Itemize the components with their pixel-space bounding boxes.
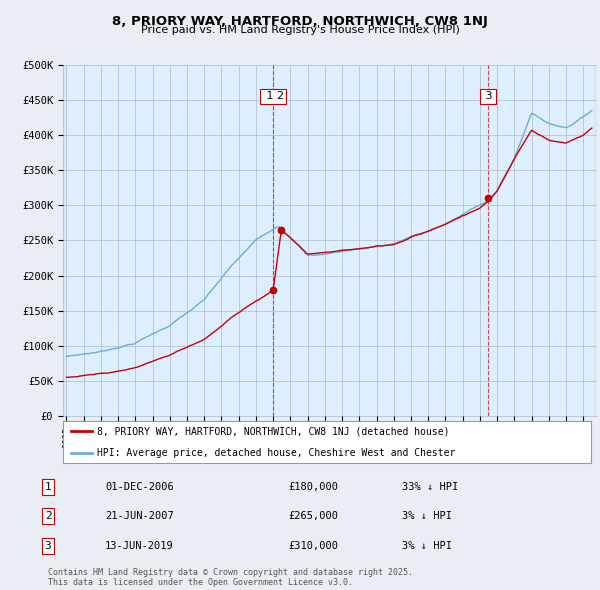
Text: £180,000: £180,000: [288, 482, 338, 491]
Text: 1 2: 1 2: [263, 91, 284, 101]
Text: 33% ↓ HPI: 33% ↓ HPI: [402, 482, 458, 491]
Text: 21-JUN-2007: 21-JUN-2007: [105, 512, 174, 521]
Text: 1: 1: [44, 482, 52, 491]
Text: 8, PRIORY WAY, HARTFORD, NORTHWICH, CW8 1NJ: 8, PRIORY WAY, HARTFORD, NORTHWICH, CW8 …: [112, 15, 488, 28]
Text: 01-DEC-2006: 01-DEC-2006: [105, 482, 174, 491]
Text: Contains HM Land Registry data © Crown copyright and database right 2025.
This d: Contains HM Land Registry data © Crown c…: [48, 568, 413, 587]
Text: HPI: Average price, detached house, Cheshire West and Chester: HPI: Average price, detached house, Ches…: [97, 448, 455, 457]
Text: 13-JUN-2019: 13-JUN-2019: [105, 541, 174, 550]
Text: 3: 3: [482, 91, 493, 101]
Text: £310,000: £310,000: [288, 541, 338, 550]
Text: 8, PRIORY WAY, HARTFORD, NORTHWICH, CW8 1NJ (detached house): 8, PRIORY WAY, HARTFORD, NORTHWICH, CW8 …: [97, 427, 450, 436]
Text: Price paid vs. HM Land Registry's House Price Index (HPI): Price paid vs. HM Land Registry's House …: [140, 25, 460, 35]
Text: 3% ↓ HPI: 3% ↓ HPI: [402, 541, 452, 550]
Text: 2: 2: [44, 512, 52, 521]
Text: 3% ↓ HPI: 3% ↓ HPI: [402, 512, 452, 521]
Text: 3: 3: [44, 541, 52, 550]
Text: £265,000: £265,000: [288, 512, 338, 521]
